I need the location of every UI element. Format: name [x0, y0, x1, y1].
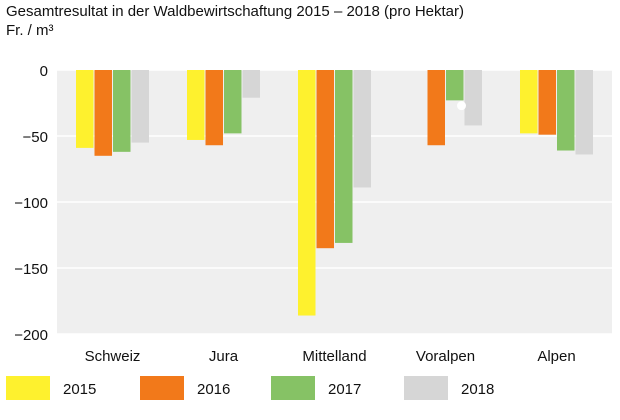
y-tick-label: −100 [14, 195, 48, 212]
y-tick-label: −50 [23, 129, 48, 146]
legend-swatch-2018 [404, 376, 448, 400]
legend-label-2017: 2017 [328, 381, 361, 398]
bar-2015-mittelland [298, 70, 316, 316]
bar-2017-schweiz [113, 70, 131, 152]
annotation-dot [457, 101, 466, 111]
bar-2018-mittelland [353, 70, 371, 188]
bar-2016-voralpen [427, 70, 445, 146]
y-tick-label: 0 [40, 63, 48, 80]
legend-swatch-2016 [140, 376, 184, 400]
bar-2016-mittelland [316, 70, 334, 249]
bar-2017-jura [224, 70, 242, 134]
x-tick-label: Schweiz [85, 348, 141, 365]
bar-2018-alpen [575, 70, 593, 155]
legend-swatch-2015 [6, 376, 50, 400]
y-axis-unit: Fr. / m³ [6, 22, 54, 39]
y-tick-label: −200 [14, 327, 48, 344]
bar-2016-alpen [538, 70, 556, 135]
bar-2015-alpen [520, 70, 538, 134]
legend-label-2015: 2015 [63, 381, 96, 398]
bar-2015-schweiz [76, 70, 94, 148]
legend-label-2018: 2018 [461, 381, 494, 398]
x-tick-label: Voralpen [416, 348, 475, 365]
bar-2018-voralpen [464, 70, 482, 126]
legend-swatch-2017 [271, 376, 315, 400]
x-tick-label: Alpen [537, 348, 575, 365]
bar-2018-schweiz [131, 70, 149, 143]
legend-label-2016: 2016 [197, 381, 230, 398]
x-tick-label: Jura [209, 348, 239, 365]
bar-2016-schweiz [94, 70, 112, 156]
chart-title: Gesamtresultat in der Waldbewirtschaftun… [6, 3, 465, 20]
bar-2016-jura [205, 70, 223, 146]
x-tick-label: Mittelland [302, 348, 366, 365]
bar-2017-mittelland [335, 70, 353, 243]
bar-2018-jura [242, 70, 260, 98]
bar-2017-voralpen [446, 70, 464, 101]
bar-2017-alpen [557, 70, 575, 151]
y-tick-label: −150 [14, 261, 48, 278]
bar-2015-jura [187, 70, 205, 140]
